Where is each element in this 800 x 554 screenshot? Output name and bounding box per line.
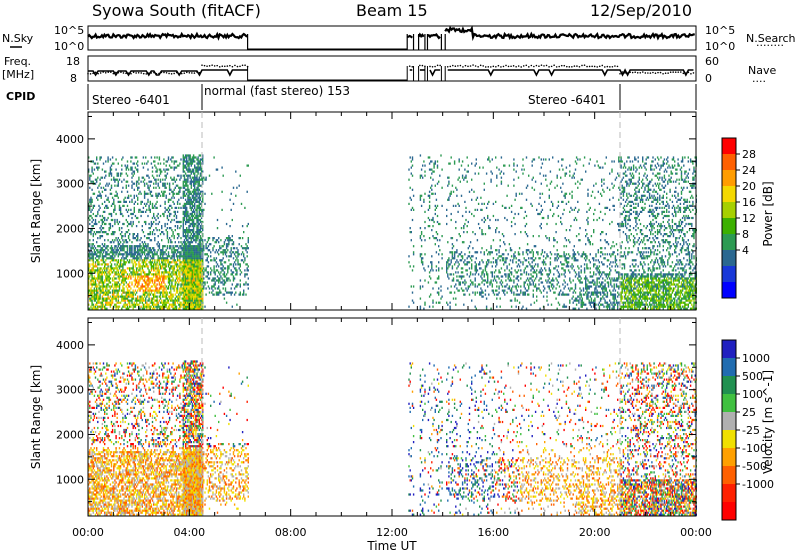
nsky-label: N.Sky [2,32,34,45]
time-axis: 00:00 04:00 08:00 12:00 16:00 20:00 00:00 [72,526,712,539]
x-axis-label: Time UT [366,539,417,553]
colorbar-tick-label: 100 [742,388,763,401]
x-tick-label: 00:00 [680,526,712,539]
colorbar-tick-label: 1000 [742,352,770,365]
colorbar-tick-label: -1000 [742,478,774,491]
station-title: Syowa South (fitACF) [92,1,261,20]
velocity-colorbar: 1000 500 100 25 -25 -100 -500 -1000 [721,339,774,521]
power-axes: 1000 2000 3000 4000 [56,112,697,310]
colorbar-tick-label: -100 [742,442,767,455]
freq-trace [87,64,695,81]
x-tick-label: 16:00 [477,526,509,539]
power-panel: 1000 2000 3000 4000 Slant Range [km] [29,111,697,311]
cpid-label: CPID [6,90,35,103]
cpid-block-label: Stereo -6401 [92,93,170,107]
velocity-axes: 1000 2000 3000 4000 [56,318,697,516]
y-tick-label: 4000 [56,133,84,146]
y-tick-label: 2000 [56,222,84,235]
date-title: 12/Sep/2010 [590,1,692,20]
colorbar-tick-label: 12 [742,212,756,225]
freq-right-tick-bottom: 0 [705,72,712,85]
noise-right-tick-bottom: 10^0 [705,40,735,53]
freq-left-tick-top: 18 [66,55,80,68]
noise-panel [87,25,697,51]
x-tick-label: 04:00 [173,526,205,539]
colorbar-tick-label: 25 [742,406,756,419]
colorbar-tick-label: 20 [742,180,756,193]
x-tick-label: 20:00 [579,526,611,539]
y-tick-label: 3000 [56,384,84,397]
power-colorbar: 28 24 20 16 12 8 4 [721,137,756,299]
power-heatmap-cells [88,154,697,310]
velocity-heatmap-cells [88,360,697,516]
noise-trace [87,25,696,50]
colorbar-tick-label: -500 [742,460,767,473]
nave-label: Nave [748,64,776,77]
y-tick-label: 3000 [56,178,84,191]
freq-unit-label: [MHz] [2,68,34,81]
freq-panel [87,55,697,82]
velocity-colorbar-label: Velocity [m s^-1] [761,370,775,474]
power-y-label: Slant Range [km] [29,159,43,263]
nsearch-legend-dots: ........ [756,36,784,49]
y-tick-label: 1000 [56,473,84,486]
noise-right-tick-top: 10^5 [705,24,735,37]
colorbar-tick-label: 28 [742,148,756,161]
nave-legend-dots: .... [752,72,766,85]
cpid-row: Stereo -6401 normal (fast stereo) 153 Ster… [87,84,697,110]
y-tick-label: 1000 [56,267,84,280]
colorbar-tick-label: 24 [742,164,756,177]
x-tick-label: 00:00 [72,526,104,539]
nsearch-label: N.Search [746,32,796,45]
colorbar-tick-label: 8 [742,228,749,241]
y-tick-label: 4000 [56,339,84,352]
x-tick-label: 12:00 [376,526,408,539]
cpid-block-label: Stereo -6401 [528,93,606,107]
colorbar-tick-label: -25 [742,424,760,437]
velocity-y-label: Slant Range [km] [29,365,43,469]
x-tick-label: 08:00 [275,526,307,539]
freq-label: Freq. [4,55,31,68]
colorbar-tick-label: 500 [742,370,763,383]
power-colorbar-label: Power [dB] [761,181,775,246]
colorbar-tick-label: 4 [742,244,749,257]
colorbar-tick-label: 16 [742,196,756,209]
noise-left-tick-top: 10^5 [54,24,84,37]
freq-right-tick-top: 60 [705,55,719,68]
noise-left-tick-bottom: 10^0 [54,40,84,53]
beam-title: Beam 15 [356,1,428,20]
freq-left-tick-bottom: 8 [70,72,77,85]
y-tick-label: 2000 [56,428,84,441]
velocity-panel: 1000 2000 3000 4000 Slant Range [km] [29,317,697,517]
cpid-block-label: normal (fast stereo) 153 [204,84,350,98]
